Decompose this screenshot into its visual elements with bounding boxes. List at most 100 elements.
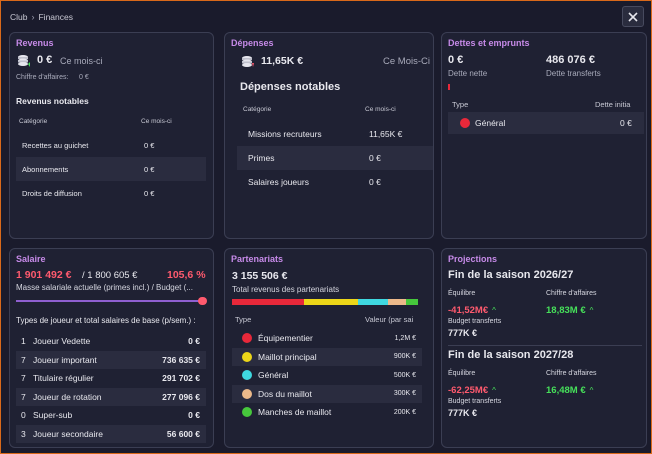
revenus-row-value: 0 € <box>144 188 155 198</box>
salaire-row: 3 Joueur secondaire 56 600 € <box>16 425 206 443</box>
partenariats-row-label: Maillot principal <box>258 351 317 362</box>
depenses-row-value: 0 € <box>369 153 381 163</box>
projection-budget-value: 777K € <box>448 408 478 418</box>
projection-eq-label: Équilibre <box>448 290 476 297</box>
dettes-net-value: 0 € <box>448 54 464 66</box>
salaire-row-value: 56 600 € <box>166 429 200 439</box>
partenariats-row-label: Dos du maillot <box>258 388 312 399</box>
partenariats-row-value: 1,2M € <box>394 334 416 342</box>
projections-panel: Projections Fin de la saison 2026/27 Équi… <box>441 248 647 448</box>
revenus-row-label: Abonnements <box>22 164 69 174</box>
partenariats-row-value: 300K € <box>393 390 416 397</box>
revenus-panel: Revenus 0 € Ce mois-ci Chiffre d'affaire… <box>9 32 214 239</box>
partenariats-share-bar <box>232 299 422 305</box>
salaire-row-value: 0 € <box>188 336 200 346</box>
depenses-notable-title: Dépenses notables <box>240 81 341 93</box>
partenariats-row: Équipementier 1,2M € <box>232 329 422 347</box>
revenus-col-period: Ce mois-ci <box>141 118 172 125</box>
projection-eq-label: Équilibre <box>448 370 476 377</box>
revenus-col-category: Catégorie <box>19 118 48 125</box>
depenses-row: Salaires joueurs 0 € <box>237 170 433 194</box>
salaire-list-title: Types de joueur et total salaires de bas… <box>16 316 196 325</box>
salaire-row-count: 1 <box>21 336 26 346</box>
salaire-row-value: 277 096 € <box>162 391 200 402</box>
revenus-row: Droits de diffusion 0 € <box>16 181 206 205</box>
projection-eq-value: -62,25M€ <box>448 385 489 396</box>
salaire-row-count: 3 <box>21 429 26 439</box>
depenses-row-value: 0 € <box>369 177 381 187</box>
partenariats-row-value: 200K € <box>393 408 416 416</box>
partenariats-row: Manches de maillot 200K € <box>232 403 422 421</box>
dettes-bar <box>448 84 450 90</box>
salaire-row-label: Super-sub <box>33 410 73 421</box>
projections-divider <box>448 345 642 346</box>
depenses-row: Missions recruteurs 11,65K € <box>237 122 433 146</box>
breadcrumb-finances: Finances <box>38 12 73 22</box>
salaire-percent: 105,6 % <box>167 269 206 281</box>
coins-icon <box>242 56 254 67</box>
revenus-row-label: Recettes au guichet <box>22 140 89 150</box>
revenus-row-label: Droits de diffusion <box>22 188 82 198</box>
salaire-progress-handle[interactable] <box>198 297 207 305</box>
dettes-net-label: Dette nette <box>448 69 488 78</box>
salaire-row: 7 Joueur important 736 635 € <box>16 350 206 369</box>
depenses-row-label: Primes <box>248 153 275 163</box>
projection-ca-row: 18,83M € ^ <box>546 300 593 318</box>
partenariats-share-segment <box>358 299 389 305</box>
salaire-row-count: 7 <box>21 354 26 365</box>
salaire-progress-fill <box>16 300 206 302</box>
salaire-row: 0 Super-sub 0 € <box>16 406 206 424</box>
salaire-title: Salaire <box>16 254 46 264</box>
salaire-progress-track <box>16 300 206 302</box>
revenus-row: Recettes au guichet 0 € <box>16 133 206 157</box>
partenariats-share-segment <box>304 299 359 305</box>
close-button[interactable] <box>622 6 644 27</box>
salaire-row-count: 0 <box>21 410 26 421</box>
salaire-row: 7 Titulaire régulier 291 702 € <box>16 369 206 387</box>
arrow-up-icon: ^ <box>589 306 594 315</box>
partenariats-caption: Total revenus des partenariats <box>232 285 340 294</box>
depenses-row-label: Salaires joueurs <box>248 177 309 187</box>
depenses-amount: 11,65K € <box>261 55 304 67</box>
depenses-title: Dépenses <box>231 38 274 48</box>
revenus-ca-value: 0 € <box>79 74 89 81</box>
partenariats-row-value: 900K € <box>393 353 416 360</box>
dettes-col-debt: Dette initia <box>595 100 631 109</box>
salaire-panel: Salaire 1 901 492 € / 1 800 605 € 105,6 … <box>9 248 214 448</box>
partenariats-row: Dos du maillot 300K € <box>232 384 422 403</box>
salaire-row-value: 0 € <box>188 410 200 421</box>
salaire-row-label: Joueur secondaire <box>33 429 103 439</box>
projection-season-title: Fin de la saison 2027/28 <box>448 349 574 361</box>
salaire-current: 1 901 492 € <box>16 269 72 281</box>
breadcrumb-club[interactable]: Club <box>10 12 28 22</box>
revenus-row-value: 0 € <box>144 140 155 150</box>
salaire-row-label: Titulaire régulier <box>33 373 94 384</box>
arrow-up-icon: ^ <box>492 306 496 315</box>
dettes-title: Dettes et emprunts <box>448 38 530 48</box>
partenariats-col-value: Valeur (par sai <box>365 315 414 324</box>
revenus-title: Revenus <box>16 38 54 48</box>
depenses-row: Primes 0 € <box>237 146 433 170</box>
projection-eq-row: -62,25M€ ^ <box>448 380 496 398</box>
depenses-row-value: 11,65K € <box>369 129 403 139</box>
projection-ca-value: 18,83M € <box>546 305 586 316</box>
projection-budget-value: 777K € <box>448 328 478 338</box>
projection-budget-label: Budget transferts <box>448 398 502 405</box>
partenariats-col-type: Type <box>235 315 252 324</box>
dettes-panel: Dettes et emprunts 0 € Dette nette 486 0… <box>441 32 647 239</box>
salaire-row: 1 Joueur Vedette 0 € <box>16 332 206 350</box>
dettes-row: Général 0 € <box>448 112 644 134</box>
partenariats-row: Maillot principal 900K € <box>232 347 422 366</box>
depenses-col-category: Catégorie <box>243 106 272 113</box>
dettes-row-dot <box>460 118 470 128</box>
salaire-row-value: 291 702 € <box>162 373 200 384</box>
partenariats-row-value: 500K € <box>393 371 416 379</box>
dettes-col-type: Type <box>452 100 469 109</box>
dettes-transfer-label: Dette transferts <box>546 69 601 78</box>
projection-eq-row: -41,52M€ ^ <box>448 300 496 318</box>
partenariats-row-dot <box>242 351 252 362</box>
salaire-row-label: Joueur Vedette <box>33 336 91 346</box>
projections-title: Projections <box>448 254 498 264</box>
dettes-row-label: Général <box>475 118 506 128</box>
depenses-panel: Dépenses 11,65K € Ce Mois-Ci Dépenses no… <box>224 32 434 239</box>
